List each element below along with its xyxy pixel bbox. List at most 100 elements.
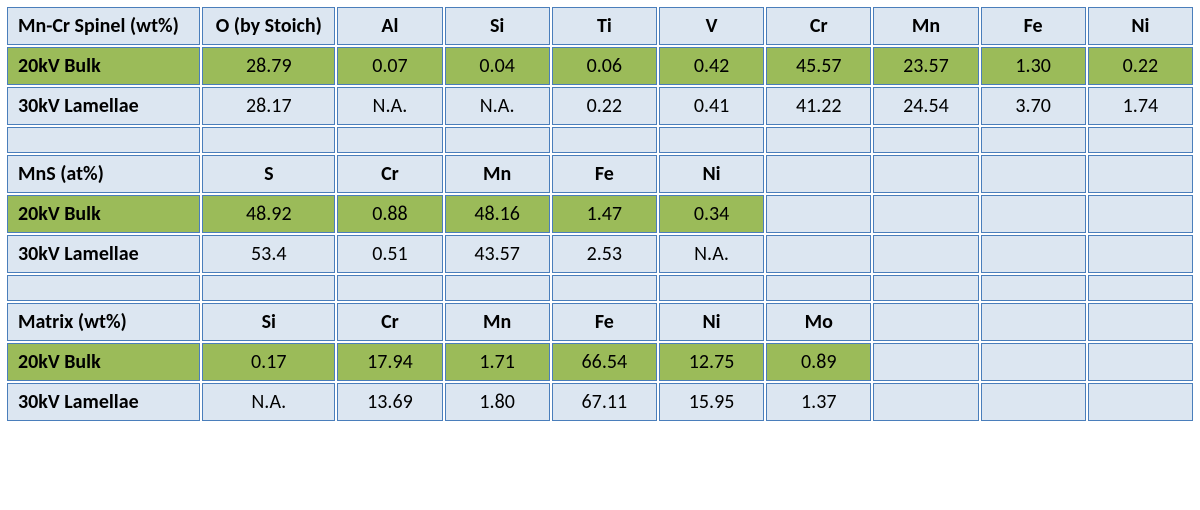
data-cell: 0.42: [659, 47, 764, 85]
data-cell: 53.4: [202, 235, 335, 273]
data-cell: [873, 195, 978, 233]
data-cell: N.A.: [337, 87, 442, 125]
column-header: Ti: [552, 7, 657, 45]
data-cell: [873, 235, 978, 273]
data-cell: 1.71: [445, 343, 550, 381]
data-cell: 3.70: [981, 87, 1086, 125]
column-header: [981, 155, 1086, 193]
spacer-cell: [766, 127, 871, 153]
column-header: V: [659, 7, 764, 45]
column-header: [1088, 303, 1193, 341]
data-cell: 66.54: [552, 343, 657, 381]
row-label: 30kV Lamellae: [7, 383, 200, 421]
data-cell: [766, 195, 871, 233]
data-cell: 67.11: [552, 383, 657, 421]
column-header: Al: [337, 7, 442, 45]
column-header: Cr: [337, 155, 442, 193]
data-cell: 0.89: [766, 343, 871, 381]
data-cell: 13.69: [337, 383, 442, 421]
data-cell: 1.37: [766, 383, 871, 421]
column-header: Si: [445, 7, 550, 45]
spacer-cell: [7, 127, 200, 153]
spacer-cell: [873, 275, 978, 301]
column-header: [981, 303, 1086, 341]
column-header: S: [202, 155, 335, 193]
spacer-cell: [202, 275, 335, 301]
column-header: [766, 155, 871, 193]
spacer-cell: [445, 275, 550, 301]
data-cell: N.A.: [659, 235, 764, 273]
column-header: Mn: [445, 303, 550, 341]
data-cell: 23.57: [873, 47, 978, 85]
data-cell: 15.95: [659, 383, 764, 421]
data-cell: 24.54: [873, 87, 978, 125]
column-header: [873, 155, 978, 193]
spacer-cell: [445, 127, 550, 153]
data-cell: [981, 235, 1086, 273]
data-cell: 17.94: [337, 343, 442, 381]
row-label: 20kV Bulk: [7, 47, 200, 85]
data-cell: 1.30: [981, 47, 1086, 85]
data-cell: 0.04: [445, 47, 550, 85]
data-cell: [1088, 383, 1193, 421]
data-cell: 12.75: [659, 343, 764, 381]
data-cell: 41.22: [766, 87, 871, 125]
column-header: Fe: [981, 7, 1086, 45]
data-cell: 0.41: [659, 87, 764, 125]
column-header: Ni: [659, 303, 764, 341]
data-cell: 28.79: [202, 47, 335, 85]
data-cell: 0.17: [202, 343, 335, 381]
data-cell: 28.17: [202, 87, 335, 125]
data-cell: 2.53: [552, 235, 657, 273]
section-header-label: MnS (at%): [7, 155, 200, 193]
data-cell: [981, 383, 1086, 421]
data-cell: [766, 235, 871, 273]
row-label: 20kV Bulk: [7, 195, 200, 233]
row-label: 30kV Lamellae: [7, 87, 200, 125]
column-header: Cr: [766, 7, 871, 45]
spacer-cell: [981, 127, 1086, 153]
data-cell: [981, 195, 1086, 233]
spacer-cell: [552, 275, 657, 301]
data-cell: [873, 343, 978, 381]
spacer-cell: [337, 275, 442, 301]
data-cell: 0.22: [552, 87, 657, 125]
data-cell: 43.57: [445, 235, 550, 273]
data-cell: 0.34: [659, 195, 764, 233]
column-header: Mo: [766, 303, 871, 341]
spacer-cell: [873, 127, 978, 153]
column-header: Mn: [873, 7, 978, 45]
column-header: Fe: [552, 155, 657, 193]
column-header: Mn: [445, 155, 550, 193]
column-header: Ni: [1088, 7, 1193, 45]
data-cell: [873, 383, 978, 421]
spacer-cell: [552, 127, 657, 153]
data-cell: 1.80: [445, 383, 550, 421]
data-cell: [1088, 343, 1193, 381]
data-cell: [1088, 195, 1193, 233]
data-cell: 1.47: [552, 195, 657, 233]
column-header: Si: [202, 303, 335, 341]
data-cell: 0.51: [337, 235, 442, 273]
spacer-cell: [766, 275, 871, 301]
column-header: Ni: [659, 155, 764, 193]
data-cell: 0.06: [552, 47, 657, 85]
data-cell: 48.16: [445, 195, 550, 233]
section-header-label: Matrix (wt%): [7, 303, 200, 341]
spacer-cell: [659, 127, 764, 153]
row-label: 30kV Lamellae: [7, 235, 200, 273]
data-cell: [981, 343, 1086, 381]
data-cell: N.A.: [445, 87, 550, 125]
spacer-cell: [659, 275, 764, 301]
spacer-cell: [1088, 127, 1193, 153]
data-cell: 0.22: [1088, 47, 1193, 85]
section-header-label: Mn-Cr Spinel (wt%): [7, 7, 200, 45]
spacer-cell: [981, 275, 1086, 301]
spacer-cell: [7, 275, 200, 301]
data-cell: 1.74: [1088, 87, 1193, 125]
data-cell: [1088, 235, 1193, 273]
data-cell: 45.57: [766, 47, 871, 85]
row-label: 20kV Bulk: [7, 343, 200, 381]
data-cell: 0.88: [337, 195, 442, 233]
column-header: Fe: [552, 303, 657, 341]
